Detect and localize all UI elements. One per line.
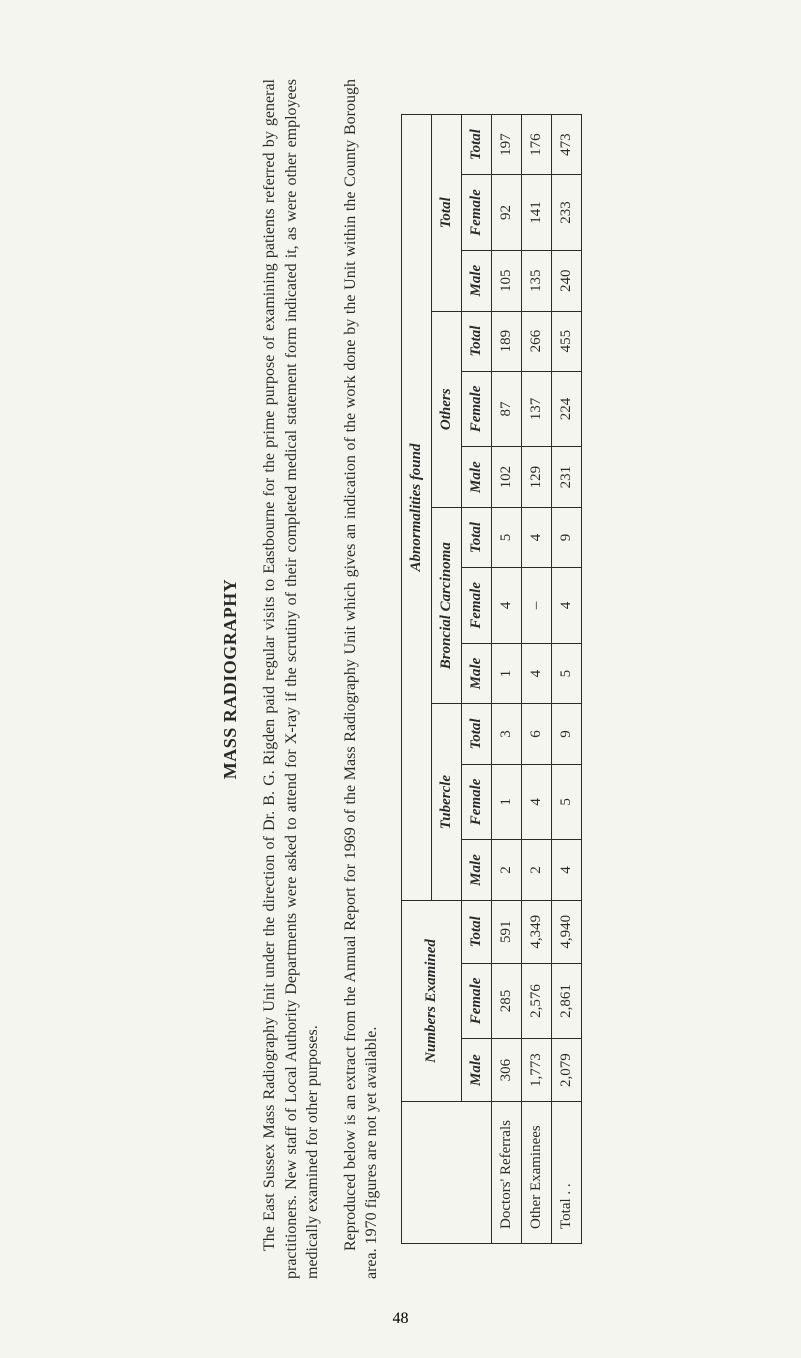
- cell: 9: [551, 704, 581, 764]
- cell: 1,773: [521, 1039, 551, 1102]
- cell: 2,861: [551, 963, 581, 1039]
- cell: 306: [491, 1039, 521, 1102]
- col-total: Total: [461, 900, 491, 963]
- group-tubercle: Tubercle: [431, 704, 461, 900]
- cell: 2,079: [551, 1039, 581, 1102]
- col-female: Female: [461, 764, 491, 840]
- cell: 141: [521, 175, 551, 251]
- col-male: Male: [461, 1039, 491, 1102]
- cell: 455: [551, 311, 581, 371]
- col-female: Female: [461, 175, 491, 251]
- cell: 5: [491, 507, 521, 567]
- cell: 87: [491, 371, 521, 447]
- cell: 240: [551, 250, 581, 311]
- header-blank: [401, 1102, 491, 1244]
- cell: 5: [551, 764, 581, 840]
- cell: 4: [491, 568, 521, 644]
- row-label: Other Examinees: [521, 1102, 551, 1244]
- cell: 266: [521, 311, 551, 371]
- cell: 176: [521, 115, 551, 175]
- cell: 285: [491, 963, 521, 1039]
- col-male: Male: [461, 840, 491, 901]
- cell: 189: [491, 311, 521, 371]
- abnormalities-table: Numbers Examined Abnormalities found Tub…: [400, 114, 581, 1244]
- col-male: Male: [461, 447, 491, 508]
- cell: 6: [521, 704, 551, 764]
- col-female: Female: [461, 371, 491, 447]
- cell: 1: [491, 764, 521, 840]
- row-label: Total . .: [551, 1102, 581, 1244]
- table-body: Doctors' Referrals 306 285 591 2 1 3 1 4…: [491, 115, 581, 1244]
- cell: 2,576: [521, 963, 551, 1039]
- col-female: Female: [461, 963, 491, 1039]
- cell: 3: [491, 704, 521, 764]
- group-total: Total: [431, 115, 461, 311]
- cell: 137: [521, 371, 551, 447]
- cell: 224: [551, 371, 581, 447]
- section-heading: MASS RADIOGRAPHY: [220, 79, 241, 1279]
- cell: 4: [521, 764, 551, 840]
- table-row: Doctors' Referrals 306 285 591 2 1 3 1 4…: [491, 115, 521, 1244]
- cell: 4: [551, 840, 581, 901]
- cell: 129: [521, 447, 551, 508]
- col-male: Male: [461, 250, 491, 311]
- paragraph-2: Reproduced below is an extract from the …: [339, 79, 382, 1279]
- cell: 473: [551, 115, 581, 175]
- table-row: Total . . 2,079 2,861 4,940 4 5 9 5 4 9 …: [551, 115, 581, 1244]
- paragraph-1: The East Sussex Mass Radiography Unit un…: [259, 79, 324, 1279]
- cell: 591: [491, 900, 521, 963]
- cell: 9: [551, 507, 581, 567]
- cell: –: [521, 568, 551, 644]
- cell: 2: [491, 840, 521, 901]
- table-wrapper: Numbers Examined Abnormalities found Tub…: [400, 79, 581, 1279]
- row-label: Doctors' Referrals: [491, 1102, 521, 1244]
- group-others: Others: [431, 311, 461, 507]
- cell: 92: [491, 175, 521, 251]
- col-total: Total: [461, 311, 491, 371]
- cell: 197: [491, 115, 521, 175]
- cell: 231: [551, 447, 581, 508]
- col-total: Total: [461, 115, 491, 175]
- cell: 1: [491, 643, 521, 704]
- cell: 4,940: [551, 900, 581, 963]
- cell: 4: [521, 643, 551, 704]
- col-total: Total: [461, 704, 491, 764]
- table-row: Other Examinees 1,773 2,576 4,349 2 4 6 …: [521, 115, 551, 1244]
- col-female: Female: [461, 568, 491, 644]
- page-content: MASS RADIOGRAPHY The East Sussex Mass Ra…: [220, 79, 582, 1279]
- col-male: Male: [461, 643, 491, 704]
- cell: 135: [521, 250, 551, 311]
- cell: 4,349: [521, 900, 551, 963]
- cell: 102: [491, 447, 521, 508]
- group-numbers: Numbers Examined: [401, 900, 461, 1101]
- cell: 2: [521, 840, 551, 901]
- cell: 233: [551, 175, 581, 251]
- cell: 5: [551, 643, 581, 704]
- cell: 4: [551, 568, 581, 644]
- cell: 4: [521, 507, 551, 567]
- super-header: Abnormalities found: [401, 115, 431, 901]
- col-total: Total: [461, 507, 491, 567]
- group-broncial: Broncial Carcinoma: [431, 507, 461, 703]
- cell: 105: [491, 250, 521, 311]
- page-number: 48: [393, 1310, 409, 1328]
